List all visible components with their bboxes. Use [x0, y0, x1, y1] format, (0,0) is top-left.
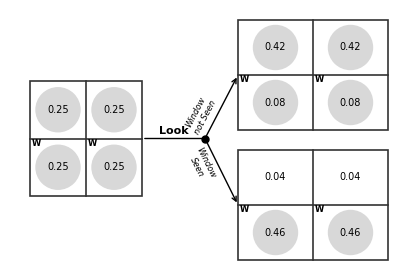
Text: 0.42: 0.42: [340, 43, 361, 53]
Text: 0.46: 0.46: [265, 227, 286, 237]
Text: W: W: [87, 139, 97, 148]
Circle shape: [253, 210, 297, 254]
Circle shape: [253, 26, 297, 70]
Text: 0.25: 0.25: [103, 162, 125, 172]
Text: Window
not Seen: Window not Seen: [183, 94, 217, 136]
Bar: [238, 20, 388, 130]
Text: 0.04: 0.04: [340, 173, 361, 182]
Text: 0.08: 0.08: [340, 98, 361, 108]
Text: 0.46: 0.46: [340, 227, 361, 237]
Text: 0.04: 0.04: [265, 173, 286, 182]
Circle shape: [36, 88, 80, 132]
Circle shape: [329, 26, 372, 70]
Text: W: W: [314, 76, 324, 85]
Circle shape: [253, 81, 297, 125]
Bar: [30, 81, 142, 196]
Circle shape: [92, 145, 136, 189]
Text: 0.08: 0.08: [265, 98, 286, 108]
Circle shape: [36, 145, 80, 189]
Text: Look: Look: [159, 125, 188, 135]
Text: W: W: [240, 205, 249, 215]
Text: 0.42: 0.42: [265, 43, 286, 53]
Text: W: W: [32, 139, 41, 148]
Text: 0.25: 0.25: [103, 105, 125, 115]
Circle shape: [92, 88, 136, 132]
Text: W: W: [240, 76, 249, 85]
Text: 0.25: 0.25: [47, 105, 69, 115]
Circle shape: [329, 81, 372, 125]
Bar: [238, 150, 388, 260]
Text: 0.25: 0.25: [47, 162, 69, 172]
Circle shape: [329, 210, 372, 254]
Text: Window
Seen: Window Seen: [185, 146, 217, 184]
Text: W: W: [314, 205, 324, 215]
